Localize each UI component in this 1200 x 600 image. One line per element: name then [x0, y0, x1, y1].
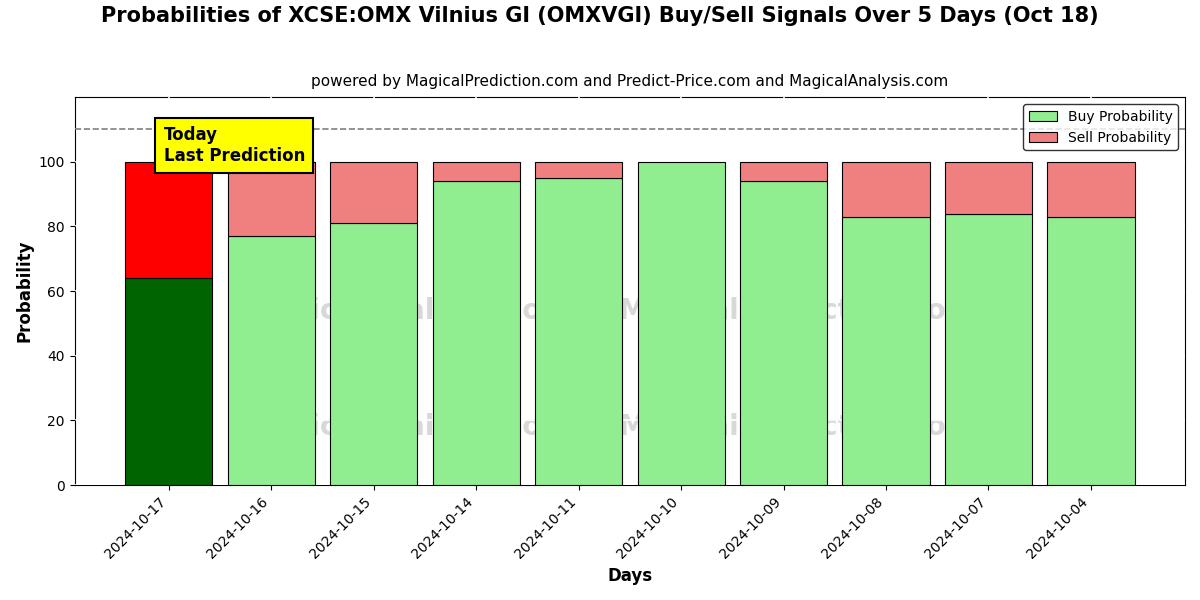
Text: MagicalAnalysis.com: MagicalAnalysis.com	[245, 296, 571, 325]
Y-axis label: Probability: Probability	[16, 240, 34, 343]
Bar	[125, 278, 212, 485]
Bar	[535, 162, 622, 178]
Text: MagicalPrediction.com: MagicalPrediction.com	[618, 413, 974, 441]
Bar	[637, 162, 725, 485]
Bar	[125, 162, 212, 278]
Legend: Buy Probability, Sell Probability: Buy Probability, Sell Probability	[1024, 104, 1178, 150]
Bar	[330, 223, 418, 485]
Bar	[842, 162, 930, 217]
Bar	[842, 217, 930, 485]
Bar	[1048, 162, 1134, 217]
Bar	[432, 181, 520, 485]
X-axis label: Days: Days	[607, 567, 653, 585]
Bar	[228, 162, 314, 236]
Text: Probabilities of XCSE:OMX Vilnius GI (OMXVGI) Buy/Sell Signals Over 5 Days (Oct : Probabilities of XCSE:OMX Vilnius GI (OM…	[101, 6, 1099, 26]
Bar	[535, 178, 622, 485]
Title: powered by MagicalPrediction.com and Predict-Price.com and MagicalAnalysis.com: powered by MagicalPrediction.com and Pre…	[311, 74, 948, 89]
Bar	[740, 181, 827, 485]
Bar	[228, 236, 314, 485]
Bar	[432, 162, 520, 181]
Bar	[1048, 217, 1134, 485]
Text: MagicalPrediction.com: MagicalPrediction.com	[618, 296, 974, 325]
Bar	[944, 162, 1032, 214]
Bar	[740, 162, 827, 181]
Bar	[944, 214, 1032, 485]
Text: Today
Last Prediction: Today Last Prediction	[163, 126, 305, 165]
Bar	[330, 162, 418, 223]
Text: MagicalAnalysis.com: MagicalAnalysis.com	[245, 413, 571, 441]
